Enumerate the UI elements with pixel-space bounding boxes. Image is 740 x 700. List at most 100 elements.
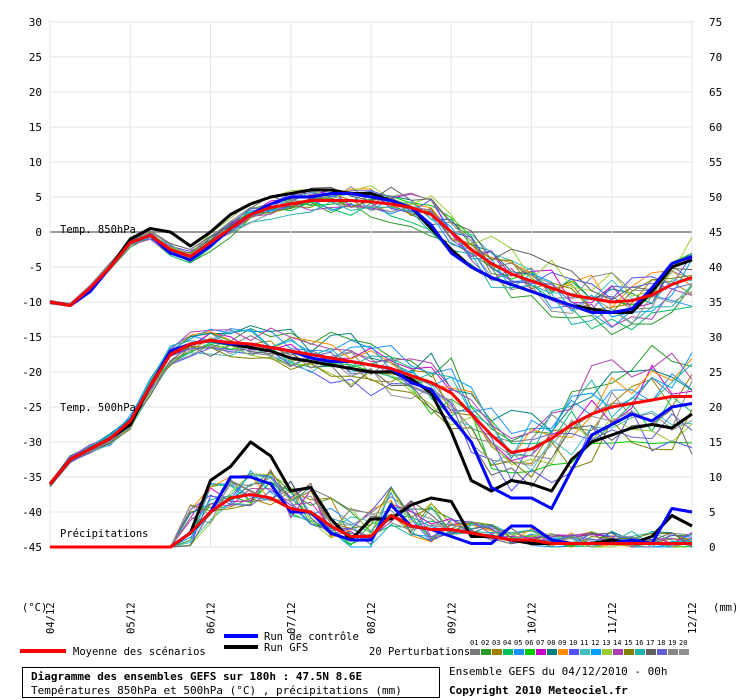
perturbation-number: 19 bbox=[668, 639, 676, 647]
right-tick-label: 40 bbox=[709, 261, 722, 274]
chart-subtitle: Températures 850hPa et 500hPa (°C) , pré… bbox=[31, 684, 402, 697]
grid-lines bbox=[49, 21, 693, 548]
right-tick-label: 45 bbox=[709, 226, 722, 239]
right-tick-label: 10 bbox=[709, 471, 722, 484]
perturbation-swatch bbox=[646, 649, 656, 655]
perturbation-swatch bbox=[580, 649, 590, 655]
right-tick-label: 60 bbox=[709, 121, 722, 134]
perturbation-number: 09 bbox=[558, 639, 566, 647]
t850-gfs-line bbox=[49, 188, 693, 314]
x-tick-label: 04/12 bbox=[45, 602, 57, 634]
perturbation-swatch bbox=[668, 649, 678, 655]
right-tick-label: 15 bbox=[709, 436, 722, 449]
right-tick-label: 70 bbox=[709, 51, 722, 64]
left-tick-label: 5 bbox=[35, 191, 42, 204]
perturbation-number: 13 bbox=[602, 639, 610, 647]
copyright: Copyright 2010 Meteociel.fr bbox=[449, 684, 628, 697]
right-tick-label: 25 bbox=[709, 366, 722, 379]
perturbation-number: 18 bbox=[657, 639, 665, 647]
perturbation-swatch bbox=[514, 649, 524, 655]
legend-gfs-label: Run GFS bbox=[264, 642, 308, 654]
left-tick-label: -15 bbox=[22, 331, 42, 344]
perturbation-number: 03 bbox=[492, 639, 500, 647]
perturbation-swatch bbox=[558, 649, 568, 655]
run-info: Ensemble GEFS du 04/12/2010 - 00h bbox=[449, 665, 668, 678]
perturbation-number: 20 bbox=[679, 639, 687, 647]
perturbation-swatch bbox=[679, 649, 689, 655]
perturbation-swatch bbox=[492, 649, 502, 655]
left-tick-label: -10 bbox=[22, 296, 42, 309]
perturbation-number: 04 bbox=[503, 639, 511, 647]
t850-mean-line bbox=[49, 199, 693, 307]
perturbation-swatch bbox=[613, 649, 623, 655]
left-tick-label: -35 bbox=[22, 471, 42, 484]
legend-perturbations-label: 20 Perturbations bbox=[369, 646, 470, 658]
perturbation-number: 12 bbox=[591, 639, 599, 647]
perturbation-number: 07 bbox=[536, 639, 544, 647]
right-tick-label: 30 bbox=[709, 331, 722, 344]
left-unit-label: (°C) bbox=[22, 602, 47, 614]
perturbation-swatch bbox=[657, 649, 667, 655]
x-tick-label: 06/12 bbox=[206, 602, 218, 634]
perturbation-number: 16 bbox=[635, 639, 643, 647]
right-tick-label: 0 bbox=[709, 541, 716, 554]
right-tick-label: 20 bbox=[709, 401, 722, 414]
perturbation-number: 06 bbox=[525, 639, 533, 647]
perturbation-legend: 01 02 03 04 05 06 07 08 09 10 11 12 13 14 15 16 17 18 19 20 bbox=[470, 639, 689, 655]
perturbation-number: 01 bbox=[470, 639, 478, 647]
x-tick-label: 09/12 bbox=[446, 602, 458, 634]
perturbation-number: 08 bbox=[547, 639, 555, 647]
x-tick-label: 12/12 bbox=[687, 602, 699, 634]
perturbation-number: 14 bbox=[613, 639, 621, 647]
right-tick-label: 75 bbox=[709, 16, 722, 29]
left-tick-label: -45 bbox=[22, 541, 42, 554]
x-tick-label: 10/12 bbox=[527, 602, 539, 634]
perturbation-16-t500-line bbox=[49, 330, 693, 485]
left-tick-label: 30 bbox=[29, 16, 42, 29]
legend-control-label: Run de contrôle bbox=[264, 631, 359, 643]
right-tick-label: 35 bbox=[709, 296, 722, 309]
perturbation-swatch bbox=[503, 649, 513, 655]
precip-mean-line bbox=[50, 493, 692, 549]
perturbation-17-t500-line bbox=[49, 344, 693, 488]
x-tick-label: 11/12 bbox=[607, 602, 619, 634]
perturbation-swatch bbox=[470, 649, 480, 655]
perturbation-number: 02 bbox=[481, 639, 489, 647]
right-tick-label: 65 bbox=[709, 86, 722, 99]
left-tick-label: -40 bbox=[22, 506, 42, 519]
legend-mean-label: Moyenne des scénarios bbox=[73, 646, 206, 658]
perturbation-number: 10 bbox=[569, 639, 577, 647]
perturbation-swatch bbox=[635, 649, 645, 655]
right-tick-label: 5 bbox=[709, 506, 716, 519]
perturbation-swatch bbox=[569, 649, 579, 655]
right-tick-label: 55 bbox=[709, 156, 722, 169]
left-tick-label: 20 bbox=[29, 86, 42, 99]
section-label-t850: Temp. 850hPa bbox=[60, 224, 136, 236]
perturbation-19-t500-line bbox=[49, 339, 693, 486]
chart-title: Diagramme des ensembles GEFS sur 180h : … bbox=[31, 670, 363, 683]
section-label-precip: Précipitations bbox=[60, 528, 149, 540]
title-box: Diagramme des ensembles GEFS sur 180h : … bbox=[22, 667, 440, 698]
perturbation-number: 05 bbox=[514, 639, 522, 647]
right-unit-label: (mm) bbox=[713, 602, 738, 614]
perturbation-swatch bbox=[525, 649, 535, 655]
perturbation-swatch bbox=[547, 649, 557, 655]
left-tick-label: -25 bbox=[22, 401, 42, 414]
perturbation-swatch bbox=[481, 649, 491, 655]
perturbation-14-t850-line bbox=[49, 203, 693, 328]
x-tick-label: 05/12 bbox=[125, 602, 137, 634]
left-tick-label: 0 bbox=[35, 226, 42, 239]
left-tick-label: 10 bbox=[29, 156, 42, 169]
left-tick-label: -5 bbox=[29, 261, 42, 274]
left-tick-label: -30 bbox=[22, 436, 42, 449]
perturbation-number: 11 bbox=[580, 639, 588, 647]
right-tick-label: 50 bbox=[709, 191, 722, 204]
perturbation-number: 15 bbox=[624, 639, 632, 647]
perturbation-swatch bbox=[602, 649, 612, 655]
perturbation-swatch bbox=[591, 649, 601, 655]
left-tick-label: -20 bbox=[22, 366, 42, 379]
t500-mean-line bbox=[48, 339, 692, 485]
perturbation-swatch bbox=[536, 649, 546, 655]
main-series bbox=[48, 188, 693, 549]
